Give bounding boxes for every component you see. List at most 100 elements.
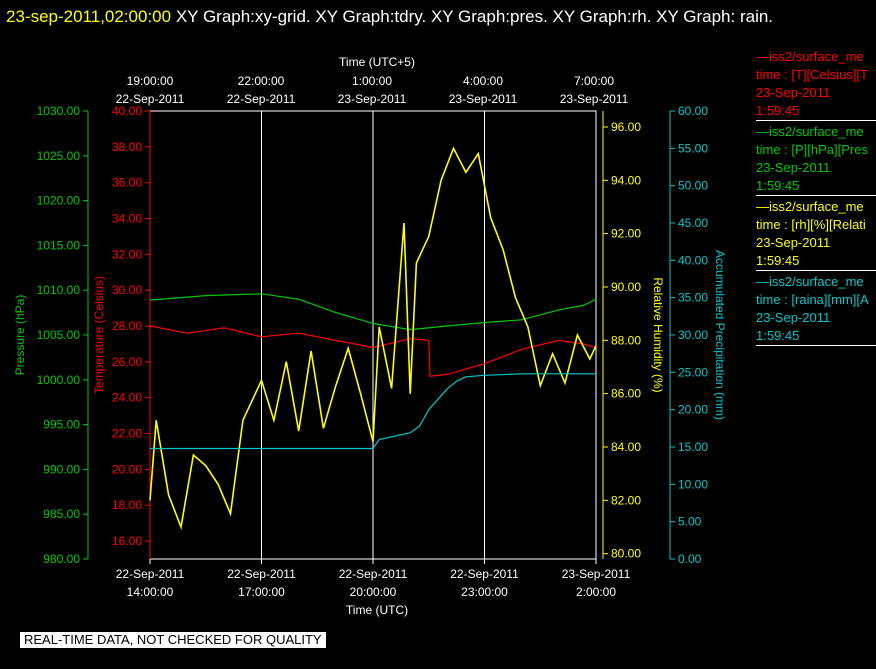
temperature-tick-label: 20.00 — [112, 462, 142, 476]
rain-tick-label: 45.00 — [678, 216, 708, 230]
pressure-tick-label: 1000.00 — [37, 373, 81, 387]
legend-entry-line: 23-Sep-2011 — [756, 310, 831, 325]
rh-tick-label: 92.00 — [611, 227, 641, 241]
rain-tick-label: 10.00 — [678, 477, 708, 491]
x-top-tick-label: 23-Sep-2011 — [560, 92, 629, 106]
temperature-tick-label: 30.00 — [112, 283, 142, 297]
rain-tick-label: 40.00 — [678, 253, 708, 267]
legend-entry-title: —iss2/surface_me — [756, 274, 864, 289]
rain-tick-label: 60.00 — [678, 104, 708, 118]
x-axis-title-top: Time (UTC+5) — [339, 55, 415, 69]
x-top-tick-label: 22:00:00 — [238, 74, 285, 88]
x-tick-label: 17:00:00 — [238, 585, 285, 599]
header-title: XY Graph:xy-grid. XY Graph:tdry. XY Grap… — [175, 7, 774, 26]
pressure-tick-label: 1005.00 — [37, 328, 81, 342]
rh-axis-title: Relative Humidity (%) — [651, 277, 665, 392]
x-axis-title-bottom: Time (UTC) — [346, 603, 408, 617]
rain-tick-label: 20.00 — [678, 403, 708, 417]
legend-entry-line: 1:59:45 — [756, 328, 800, 343]
temperature-tick-label: 36.00 — [112, 176, 142, 190]
x-top-tick-label: 22-Sep-2011 — [227, 92, 296, 106]
pressure-tick-label: 1020.00 — [37, 194, 81, 208]
pressure-tick-label: 985.00 — [43, 507, 80, 521]
x-top-tick-label: 19:00:00 — [127, 74, 174, 88]
x-tick-label: 2:00:00 — [576, 585, 616, 599]
xy-graph: 22-Sep-2011 14:00:00 22-Sep-2011 17:00:00 22… — [13, 55, 727, 617]
x-tick-label: 23-Sep-2011 — [562, 567, 631, 581]
temperature-tick-label: 28.00 — [112, 319, 142, 333]
pressure-tick-label: 995.00 — [43, 418, 80, 432]
temperature-axis-title: Temperature (Celsius) — [92, 276, 106, 394]
x-tick-label: 23:00:00 — [461, 585, 508, 599]
temperature-tick-label: 18.00 — [112, 498, 142, 512]
series-line-temperature — [149, 325, 597, 377]
pressure-tick-label: 1015.00 — [37, 238, 81, 252]
pressure-tick-label: 980.00 — [43, 552, 80, 566]
rain-tick-label: 25.00 — [678, 365, 708, 379]
pressure-tick-label: 1010.00 — [37, 283, 81, 297]
series-line-accumulated_precipitation — [150, 373, 596, 450]
rh-tick-label: 80.00 — [611, 547, 641, 561]
temperature-tick-label: 24.00 — [112, 391, 142, 405]
quality-notice: REAL-TIME DATA, NOT CHECKED FOR QUALITY — [20, 632, 326, 648]
rh-tick-label: 96.00 — [611, 120, 641, 134]
x-tick-label: 20:00:00 — [350, 585, 397, 599]
legend-entry-line: time : [T][Celsius][T — [756, 67, 868, 82]
rain-tick-label: 15.00 — [678, 440, 708, 454]
legend-entry-line: time : [rh][%][Relati — [756, 217, 866, 232]
x-top-tick-label: 7:00:00 — [574, 74, 614, 88]
rain-axis-title: Accumulated Precipitation (mm) — [713, 250, 727, 420]
x-top-tick-label: 22-Sep-2011 — [116, 92, 185, 106]
rain-tick-label: 30.00 — [678, 328, 708, 342]
x-top-tick-label: 23-Sep-2011 — [449, 92, 518, 106]
legend-entry-line: time : [P][hPa][Pres — [756, 142, 868, 157]
series-line-relative_humidity — [149, 146, 597, 530]
temperature-tick-label: 38.00 — [112, 140, 142, 154]
x-top-tick-label: 23-Sep-2011 — [338, 92, 407, 106]
x-tick-label: 22-Sep-2011 — [450, 567, 519, 581]
legend-entry-title: —iss2/surface_me — [756, 124, 864, 139]
rh-tick-label: 86.00 — [611, 387, 641, 401]
temperature-tick-label: 16.00 — [112, 534, 142, 548]
rain-tick-label: 5.00 — [678, 515, 702, 529]
temperature-tick-label: 40.00 — [112, 104, 142, 118]
pressure-tick-label: 1025.00 — [37, 149, 81, 163]
legend-entry-line: time : [raina][mm][A — [756, 292, 869, 307]
x-tick-label: 22-Sep-2011 — [339, 567, 408, 581]
rh-tick-label: 94.00 — [611, 173, 641, 187]
x-tick-label: 22-Sep-2011 — [227, 567, 296, 581]
rain-tick-label: 35.00 — [678, 291, 708, 305]
temperature-tick-label: 26.00 — [112, 355, 142, 369]
x-top-tick-label: 4:00:00 — [463, 74, 503, 88]
header-time: 23-sep-2011,02:00:00 — [6, 7, 172, 26]
legend-entry-line: 23-Sep-2011 — [756, 235, 831, 250]
temperature-tick-label: 22.00 — [112, 427, 142, 441]
x-tick-label: 22-Sep-2011 — [116, 567, 185, 581]
legend-entry-title: —iss2/surface_me — [756, 199, 864, 214]
rh-tick-label: 90.00 — [611, 280, 641, 294]
rh-tick-label: 88.00 — [611, 333, 641, 347]
legend-entry-line: 1:59:45 — [756, 178, 800, 193]
rain-tick-label: 50.00 — [678, 179, 708, 193]
legend-entry-line: 1:59:45 — [756, 253, 800, 268]
rain-tick-label: 0.00 — [678, 552, 702, 566]
pressure-axis-title: Pressure (hPa) — [13, 295, 27, 376]
legend: —iss2/surface_me time : [T][Celsius][T 23-… — [756, 48, 876, 348]
temperature-tick-label: 32.00 — [112, 247, 142, 261]
header: 23-sep-2011,02:00:00 XY Graph:xy-grid. X… — [6, 2, 866, 32]
legend-entry-line: 23-Sep-2011 — [756, 160, 831, 175]
x-tick-label: 14:00:00 — [127, 585, 174, 599]
pressure-tick-label: 990.00 — [43, 462, 80, 476]
rain-tick-label: 55.00 — [678, 141, 708, 155]
rh-tick-label: 84.00 — [611, 440, 641, 454]
temperature-tick-label: 34.00 — [112, 212, 142, 226]
pressure-tick-label: 1030.00 — [37, 104, 81, 118]
legend-entry: —iss2/surface_me time : [T][Celsius][T 23-… — [756, 48, 876, 121]
x-top-tick-label: 1:00:00 — [352, 74, 392, 88]
legend-entry-line: 1:59:45 — [756, 103, 800, 118]
rh-tick-label: 82.00 — [611, 493, 641, 507]
legend-entry-line: 23-Sep-2011 — [756, 85, 831, 100]
